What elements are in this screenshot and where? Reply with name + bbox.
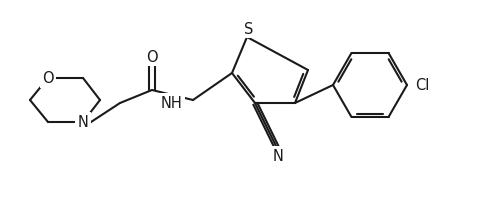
- Text: O: O: [42, 71, 54, 86]
- Text: N: N: [272, 149, 283, 164]
- Text: NH: NH: [161, 96, 182, 111]
- Text: O: O: [146, 49, 158, 64]
- Text: N: N: [78, 115, 88, 130]
- Text: Cl: Cl: [415, 78, 429, 93]
- Text: S: S: [244, 21, 254, 36]
